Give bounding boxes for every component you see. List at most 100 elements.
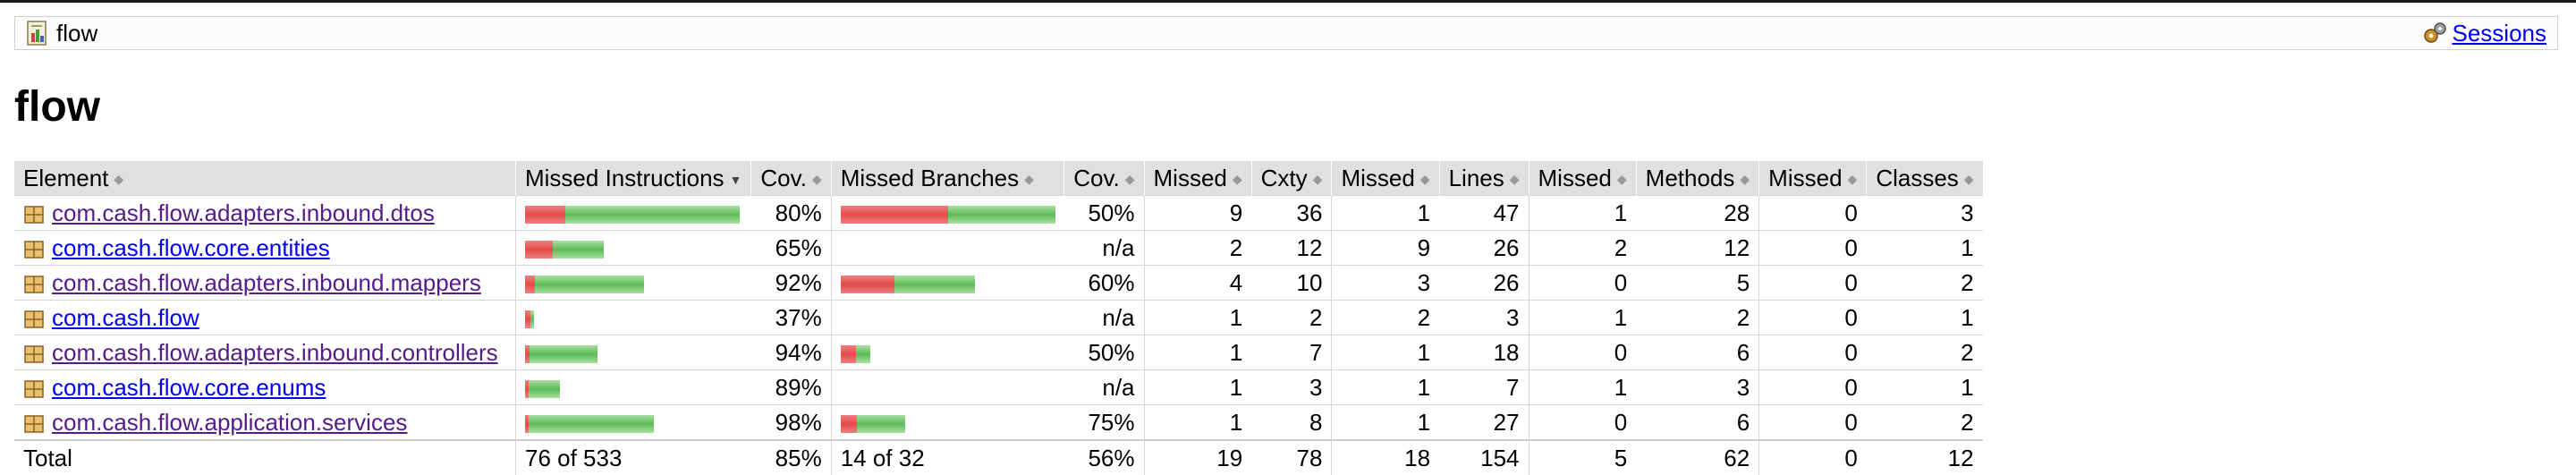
- table-row: com.cash.flow.application.services 98% 75%…: [14, 404, 1983, 440]
- col-missed-cxty[interactable]: Missed ◆: [1143, 161, 1252, 196]
- page-title: flow: [14, 83, 100, 131]
- total-missed-classes: 0: [1758, 439, 1867, 475]
- sort-icon: ◆: [1232, 172, 1242, 187]
- cxty-cell: 12: [1251, 230, 1332, 266]
- sessions-icon: [2423, 22, 2446, 43]
- col-missed-lines[interactable]: Missed ◆: [1331, 161, 1440, 196]
- missed-classes-cell: 0: [1758, 230, 1867, 266]
- missed-cxty-cell: 2: [1143, 230, 1252, 266]
- missed-branches-cell: [830, 265, 1064, 301]
- package-link[interactable]: com.cash.flow.adapters.inbound.controlle…: [52, 338, 498, 366]
- missed-branches-cell: [830, 369, 1064, 405]
- missed-lines-cell: 1: [1331, 404, 1440, 440]
- table-row: com.cash.flow.adapters.inbound.controlle…: [14, 335, 1983, 370]
- window-top-edge: [0, 0, 2576, 3]
- col-instr-cov[interactable]: Cov. ◆: [750, 161, 832, 196]
- sort-icon: ◆: [1124, 172, 1135, 187]
- missed-lines-cell: 1: [1331, 335, 1440, 370]
- package-link[interactable]: com.cash.flow.adapters.inbound.mappers: [52, 268, 481, 296]
- missed-cxty-cell: 1: [1143, 404, 1252, 440]
- col-missed-instructions[interactable]: Missed Instructions ▼: [514, 161, 751, 196]
- methods-cell: 3: [1636, 369, 1759, 405]
- element-cell: com.cash.flow.adapters.inbound.controlle…: [14, 335, 516, 370]
- bar-missed: [525, 379, 530, 398]
- instruction-coverage-bar: [525, 275, 645, 293]
- classes-cell: 1: [1866, 300, 1983, 335]
- cxty-cell: 8: [1251, 404, 1332, 440]
- methods-cell: 12: [1636, 230, 1759, 266]
- missed-methods-cell: 1: [1528, 300, 1637, 335]
- package-link[interactable]: com.cash.flow.core.enums: [52, 373, 326, 401]
- lines-cell: 18: [1439, 335, 1530, 370]
- branch-cov-cell: n/a: [1063, 230, 1145, 266]
- sort-icon: ◆: [1847, 172, 1858, 187]
- sessions-link[interactable]: Sessions: [2452, 20, 2547, 47]
- total-lines: 154: [1439, 439, 1530, 475]
- missed-lines-cell: 1: [1331, 369, 1440, 405]
- methods-cell: 6: [1636, 335, 1759, 370]
- missed-classes-cell: 0: [1758, 265, 1867, 301]
- branch-cov-cell: 50%: [1063, 335, 1145, 370]
- col-missed-classes[interactable]: Missed ◆: [1758, 161, 1867, 196]
- missed-instructions-cell: [514, 195, 751, 231]
- classes-cell: 3: [1866, 195, 1983, 231]
- table-row: com.cash.flow.core.enums 89% n/a 1 3 1 7 1 3 0 1: [14, 369, 1983, 405]
- instr-cov-cell: 65%: [750, 230, 832, 266]
- sort-icon: ◆: [1024, 172, 1034, 187]
- instruction-coverage-bar: [525, 240, 605, 259]
- methods-cell: 28: [1636, 195, 1759, 231]
- missed-instructions-cell: [514, 265, 751, 301]
- bar-missed: [525, 240, 553, 259]
- missed-lines-cell: 3: [1331, 265, 1440, 301]
- instr-cov-cell: 80%: [750, 195, 832, 231]
- table-row: com.cash.flow.adapters.inbound.mappers 92…: [14, 265, 1983, 301]
- col-lines[interactable]: Lines ◆: [1438, 161, 1530, 196]
- missed-classes-cell: 0: [1758, 335, 1867, 370]
- instr-cov-cell: 37%: [750, 300, 832, 335]
- col-branch-cov[interactable]: Cov. ◆: [1063, 161, 1145, 196]
- cxty-cell: 36: [1251, 195, 1332, 231]
- package-icon: [24, 414, 44, 433]
- package-icon: [24, 344, 44, 363]
- col-missed-methods[interactable]: Missed ◆: [1528, 161, 1637, 196]
- element-cell: com.cash.flow.core.entities: [14, 230, 516, 266]
- classes-cell: 2: [1866, 404, 1983, 440]
- total-classes: 12: [1866, 439, 1983, 475]
- table-row: com.cash.flow.adapters.inbound.dtos 80% 50…: [14, 195, 1983, 231]
- bar-missed: [525, 205, 566, 224]
- lines-cell: 7: [1439, 369, 1530, 405]
- lines-cell: 26: [1439, 230, 1530, 266]
- col-methods[interactable]: Methods ◆: [1635, 161, 1759, 196]
- missed-classes-cell: 0: [1758, 300, 1867, 335]
- breadcrumb-left: flow: [26, 17, 97, 49]
- missed-instructions-cell: [514, 335, 751, 370]
- bar-covered: [894, 275, 975, 293]
- element-cell: com.cash.flow.core.enums: [14, 369, 516, 405]
- element-cell: com.cash.flow.adapters.inbound.mappers: [14, 265, 516, 301]
- lines-cell: 3: [1439, 300, 1530, 335]
- branch-cov-cell: 75%: [1063, 404, 1145, 440]
- sort-icon: ◆: [1419, 172, 1430, 187]
- cxty-cell: 2: [1251, 300, 1332, 335]
- missed-lines-cell: 9: [1331, 230, 1440, 266]
- breadcrumb-right: Sessions: [2422, 17, 2547, 49]
- missed-cxty-cell: 1: [1143, 335, 1252, 370]
- instr-cov-cell: 92%: [750, 265, 832, 301]
- bar-covered: [534, 275, 645, 293]
- package-link[interactable]: com.cash.flow.adapters.inbound.dtos: [52, 199, 435, 226]
- package-link[interactable]: com.cash.flow: [52, 303, 199, 331]
- bar-covered: [855, 344, 871, 363]
- col-element[interactable]: Element ◆: [14, 161, 516, 196]
- col-missed-branches[interactable]: Missed Branches ◆: [830, 161, 1064, 196]
- sort-icon: ◆: [114, 172, 124, 187]
- branch-cov-cell: n/a: [1063, 300, 1145, 335]
- package-link[interactable]: com.cash.flow.application.services: [52, 408, 408, 436]
- classes-cell: 2: [1866, 335, 1983, 370]
- col-classes[interactable]: Classes ◆: [1866, 161, 1983, 196]
- package-link[interactable]: com.cash.flow.core.entities: [52, 233, 330, 261]
- missed-classes-cell: 0: [1758, 404, 1867, 440]
- classes-cell: 2: [1866, 265, 1983, 301]
- total-row: Total 76 of 533 85% 14 of 32 56% 19 78 1…: [14, 439, 1983, 475]
- package-icon: [24, 379, 44, 398]
- col-cxty[interactable]: Cxty ◆: [1250, 161, 1332, 196]
